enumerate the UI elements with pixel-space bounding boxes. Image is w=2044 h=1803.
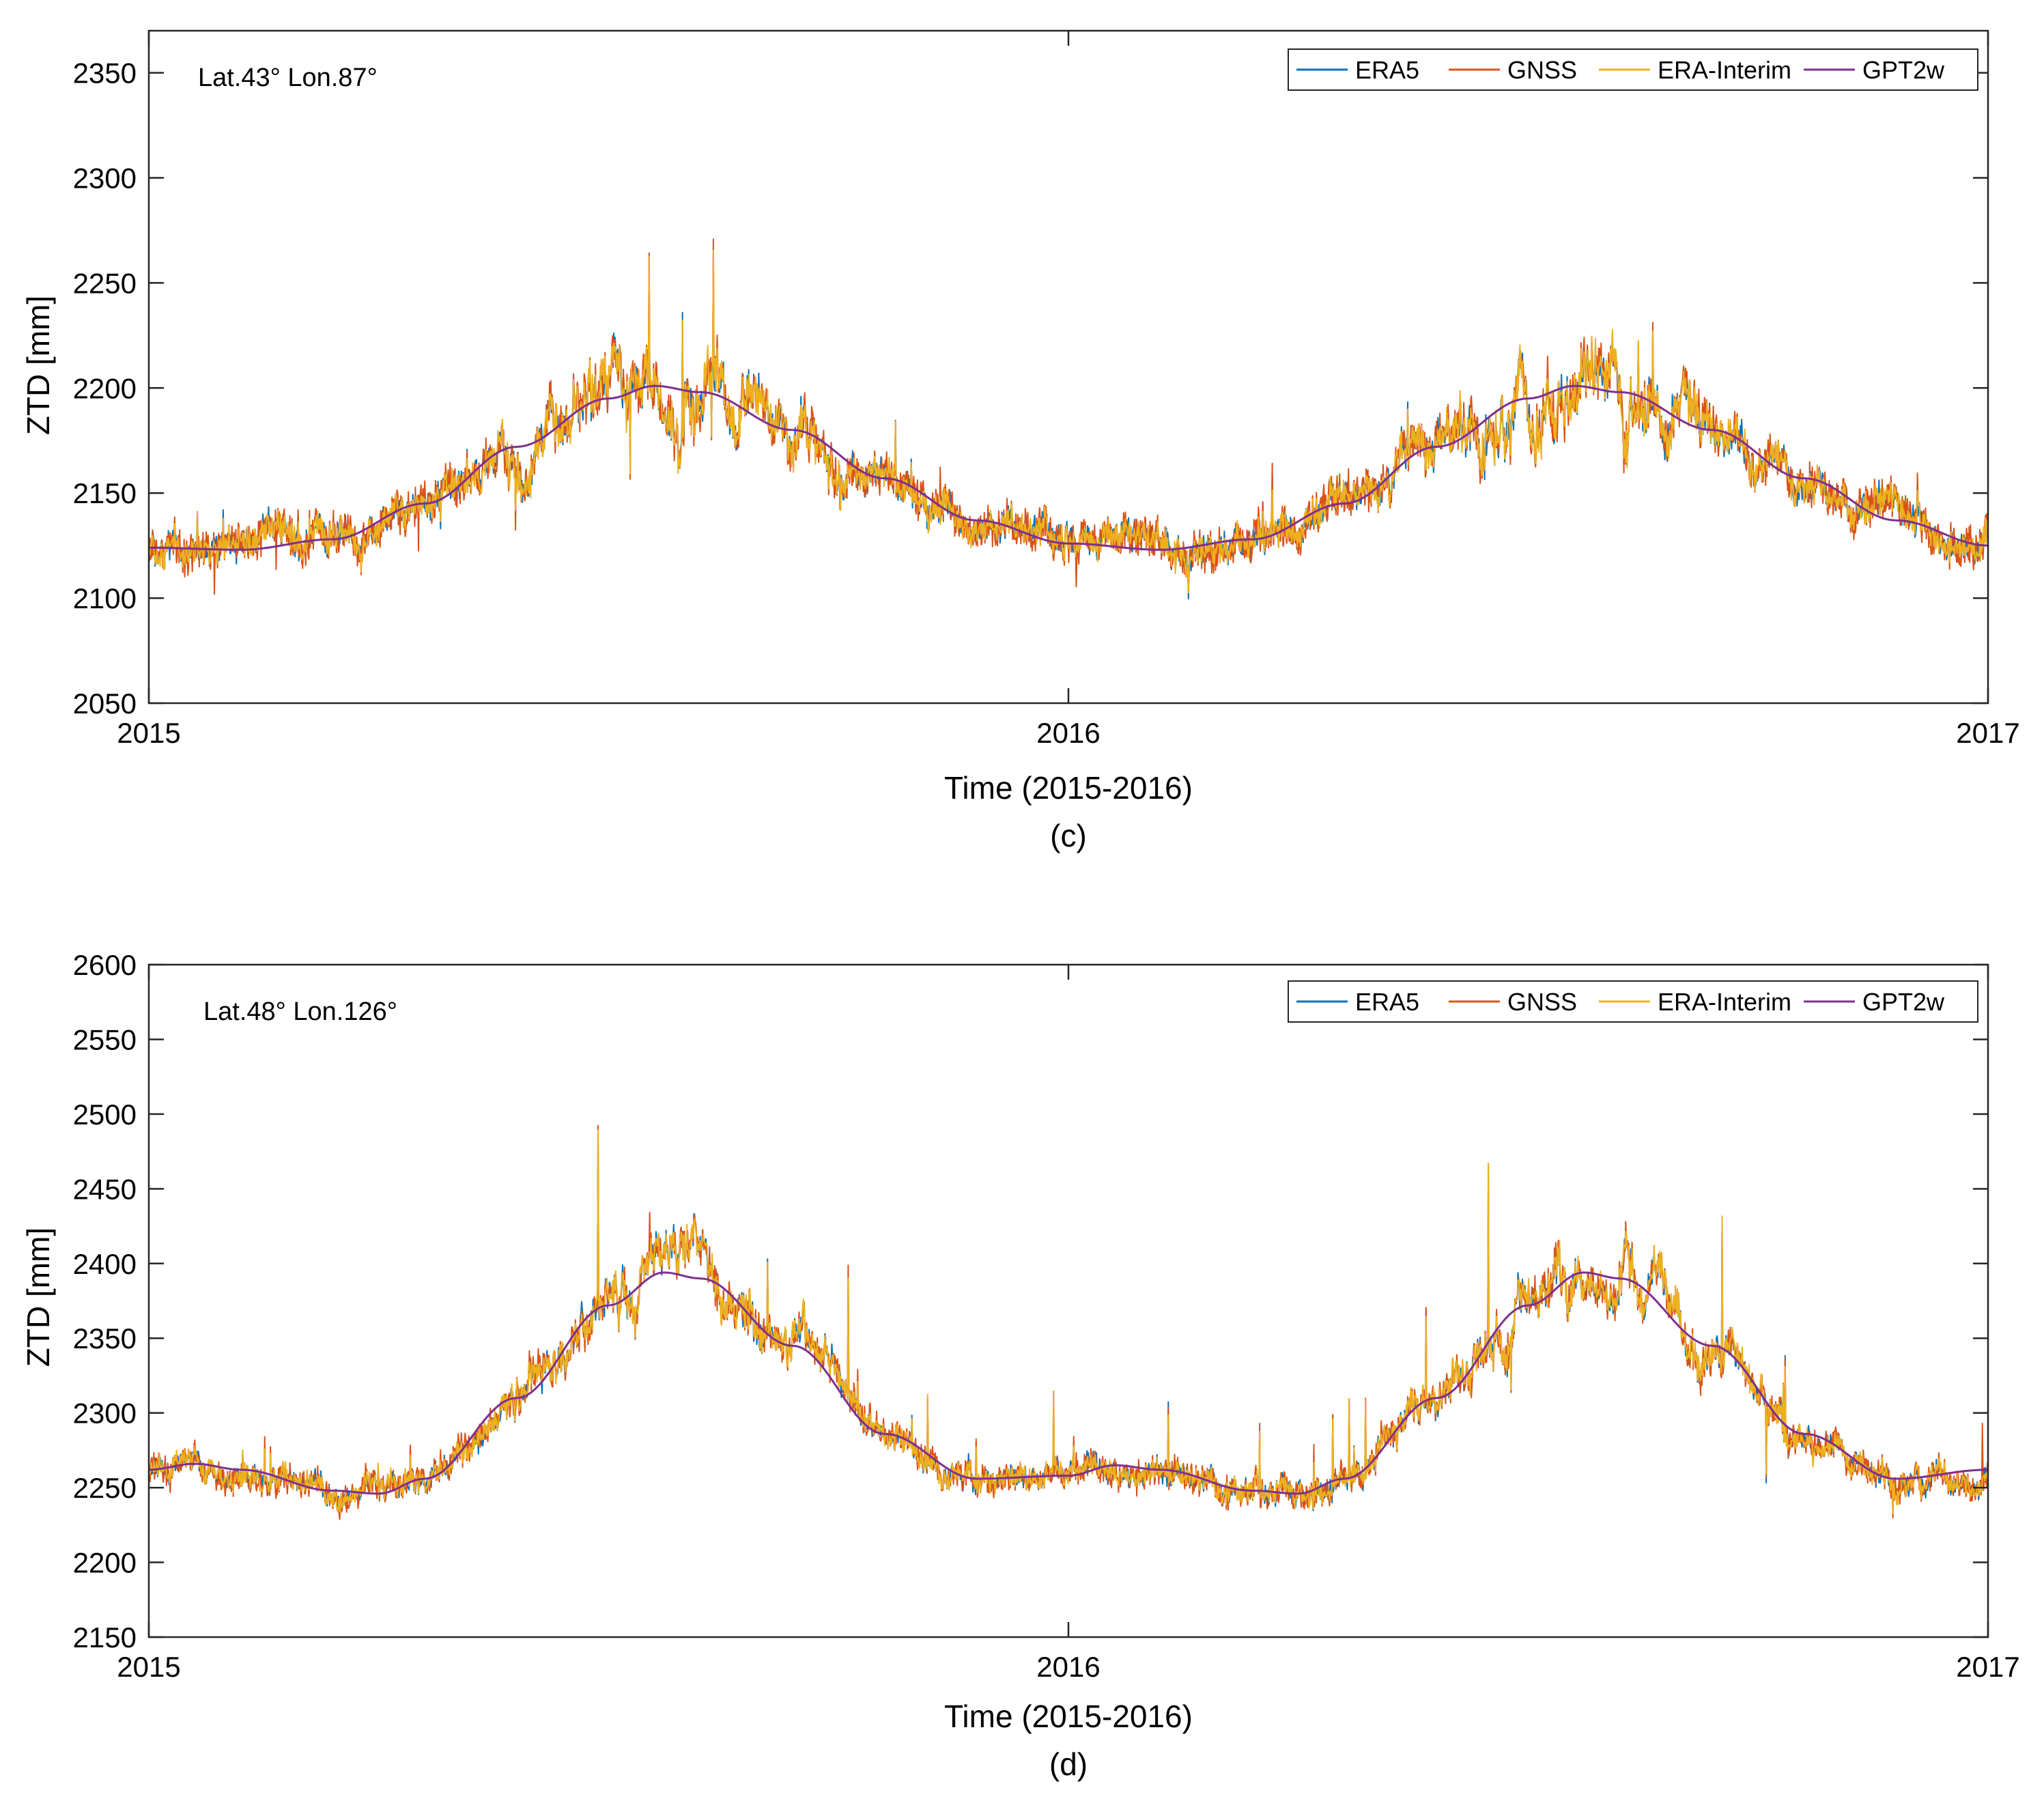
panel-d-y-tick-label: 2550: [73, 1023, 137, 1055]
panel-d-location-label: Lat.48° Lon.126°: [203, 997, 397, 1026]
panel-d-y-tick-label: 2350: [73, 1322, 137, 1354]
panel-d-y-tick-label: 2200: [73, 1547, 137, 1579]
panel-c-series-gpt2w: [149, 384, 1988, 551]
panel-c: 2050 2100 2150 2200 2250 2300 2350 2015 2016 2017…: [20, 29, 2020, 853]
panel-c-y-tick-label: 2350: [73, 57, 137, 89]
panel-c-caption: (c): [1050, 818, 1087, 853]
panel-d-y-tick-label: 2250: [73, 1472, 137, 1504]
panel-c-x-tick-label: 2017: [1956, 717, 2019, 749]
panel-c-y-tick-label: 2250: [73, 267, 137, 299]
panel-c-y-tick-label: 2100: [73, 582, 137, 614]
panel-c-axes: 2050 2100 2150 2200 2250 2300 2350 2015 2016 2017: [73, 29, 2020, 749]
panel-d-legend: ERA5 GNSS ERA-Interim GPT2w: [1288, 980, 1978, 1023]
panel-d-y-tick-label: 2150: [73, 1621, 137, 1653]
panel-d-y-tick-label: 2400: [73, 1248, 137, 1280]
panel-d-x-tick-label: 2015: [117, 1651, 180, 1683]
panel-d-series-era-interim: [149, 1129, 1988, 1514]
panel-c-legend: ERA5 GNSS ERA-Interim GPT2w: [1288, 48, 1978, 91]
panel-d-y-tick-label: 2300: [73, 1397, 137, 1430]
panel-d-y-tick-label: 2450: [73, 1173, 137, 1205]
panel-d-legend-label-gpt2w: GPT2w: [1862, 988, 1945, 1016]
panel-c-legend-label-era5: ERA5: [1355, 56, 1419, 84]
panel-c-x-tick-label: 2016: [1036, 717, 1100, 749]
panel-c-series: [149, 238, 1988, 600]
panel-c-series-era-interim: [149, 249, 1988, 594]
panel-d-x-tick-label: 2016: [1036, 1651, 1100, 1683]
panel-d-legend-label-era5: ERA5: [1355, 988, 1419, 1016]
panel-d-series-gpt2w: [149, 1271, 1988, 1495]
panel-c-x-tick-label: 2015: [117, 717, 180, 749]
panel-d-axes: 2150 2200 2250 2300 2350 2400 2450 2500 2550 2600…: [73, 949, 2020, 1683]
panel-c-y-tick-label: 2050: [73, 687, 137, 720]
panel-c-y-tick-label: 2150: [73, 477, 137, 509]
panel-d-legend-label-era-interim: ERA-Interim: [1658, 988, 1791, 1016]
panel-d-y-axis-title: ZTD [mm]: [20, 1227, 56, 1367]
panel-c-legend-label-gpt2w: GPT2w: [1862, 56, 1945, 84]
panel-c-legend-label-gnss: GNSS: [1507, 56, 1577, 84]
panel-d-caption: (d): [1049, 1746, 1088, 1782]
panel-d-x-axis-title: Time (2015-2016): [944, 1699, 1193, 1734]
panel-d-y-tick-label: 2500: [73, 1098, 137, 1131]
panel-d-legend-label-gnss: GNSS: [1507, 988, 1577, 1016]
panel-c-y-axis-title: ZTD [mm]: [20, 296, 56, 435]
panel-d-series: [149, 1124, 1988, 1520]
panel-c-x-axis-title: Time (2015-2016): [944, 770, 1193, 806]
panel-d: 2150 2200 2250 2300 2350 2400 2450 2500 2550 2600…: [20, 949, 2020, 1782]
panel-d-y-tick-label: 2600: [73, 949, 137, 981]
panel-c-y-tick-label: 2300: [73, 162, 137, 194]
panel-c-y-tick-label: 2200: [73, 372, 137, 404]
panel-c-legend-label-era-interim: ERA-Interim: [1658, 56, 1791, 84]
panel-c-location-label: Lat.43° Lon.87°: [198, 63, 378, 92]
panel-d-x-tick-label: 2017: [1956, 1651, 2019, 1683]
